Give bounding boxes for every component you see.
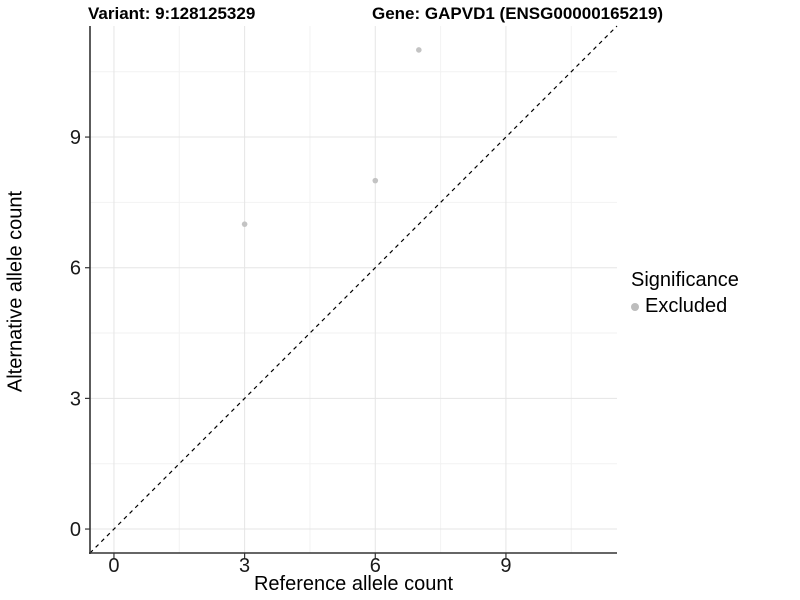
data-point: [416, 47, 422, 53]
identity-line: [89, 25, 618, 554]
x-tick-label: 9: [500, 555, 511, 577]
y-tick-label: 9: [70, 127, 81, 149]
x-axis-title: Reference allele count: [253, 573, 453, 595]
y-axis-title: Alternative allele count: [4, 190, 27, 393]
data-point: [372, 177, 379, 184]
y-tick-label: 3: [70, 388, 81, 410]
y-tick-label: 0: [70, 519, 81, 541]
x-tick-label: 3: [239, 555, 250, 577]
y-tick-label: 6: [70, 258, 81, 280]
legend-point-icon: [631, 302, 639, 311]
legend-item-label: Excluded: [645, 295, 728, 317]
legend-title: Significance: [631, 269, 739, 291]
plot-title-gene: Gene: GAPVD1 (ENSG00000165219): [372, 4, 664, 23]
legend: Significance Excluded: [631, 269, 739, 318]
x-tick-label: 6: [370, 555, 381, 577]
plot-title-variant: Variant: 9:128125329: [88, 4, 256, 23]
legend-item-excluded: Excluded: [631, 295, 739, 318]
data-point: [241, 221, 248, 227]
x-tick-label: 0: [108, 555, 119, 577]
